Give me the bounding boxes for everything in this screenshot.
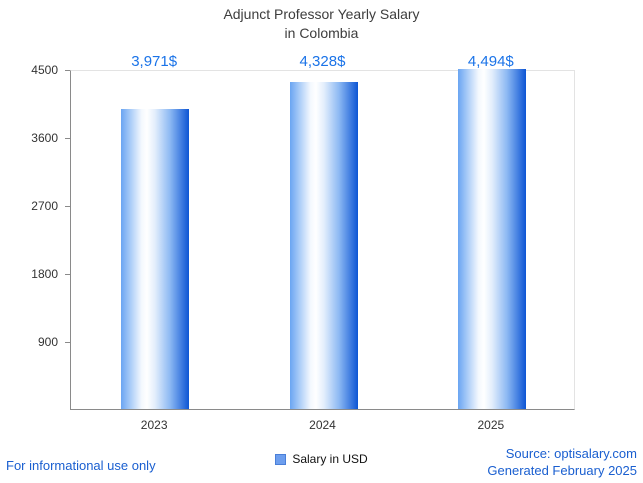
y-axis-tick-label: 900 bbox=[37, 335, 58, 349]
x-axis-tick-label-2024: 2024 bbox=[309, 418, 336, 432]
bar-value-label-2023: 3,971$ bbox=[131, 53, 178, 70]
chart-title-line1: Adjunct Professor Yearly Salary bbox=[223, 6, 420, 22]
plot-area bbox=[70, 69, 575, 410]
bar-2023 bbox=[121, 108, 190, 409]
bar-2024 bbox=[289, 82, 358, 409]
y-axis-tick-mark bbox=[65, 206, 70, 207]
chart-title-line2: in Colombia bbox=[284, 24, 359, 41]
y-axis-tick-mark bbox=[65, 274, 70, 275]
source-link[interactable]: Source: optisalary.com bbox=[505, 446, 637, 461]
footer-source-block: Source: optisalary.com Generated Februar… bbox=[487, 446, 637, 480]
bar-2025 bbox=[457, 69, 526, 409]
chart-title: Adjunct Professor Yearly Salary in Colom… bbox=[0, 5, 643, 43]
footer-disclaimer[interactable]: For informational use only bbox=[6, 458, 156, 473]
legend: Salary in USD bbox=[0, 452, 643, 466]
y-axis-tick-mark bbox=[65, 138, 70, 139]
y-axis-tick-label: 2700 bbox=[31, 199, 58, 213]
y-axis-tick-label: 4500 bbox=[31, 63, 58, 77]
legend-label: Salary in USD bbox=[292, 452, 368, 466]
bar-value-label-2024: 4,328$ bbox=[299, 53, 346, 70]
x-axis-tick-label-2023: 2023 bbox=[140, 418, 168, 432]
y-axis-tick-label: 1800 bbox=[31, 267, 58, 281]
y-axis-tick-mark bbox=[65, 70, 70, 71]
legend-swatch-icon bbox=[275, 453, 287, 465]
y-axis-tick-label: 3600 bbox=[31, 131, 58, 145]
y-axis-tick-mark bbox=[65, 342, 70, 343]
generated-date: Generated February 2025 bbox=[487, 462, 637, 478]
bar-value-label-2025: 4,494$ bbox=[467, 53, 514, 70]
x-axis-tick-label-2025: 2025 bbox=[477, 418, 505, 432]
